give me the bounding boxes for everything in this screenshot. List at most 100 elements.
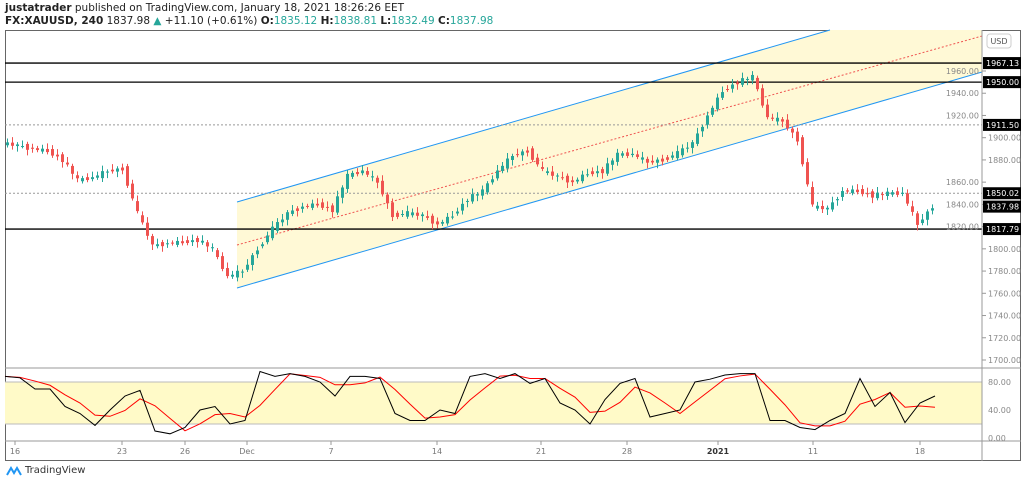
channel-upper-line[interactable] [236,29,831,203]
candle [551,171,554,176]
price-tick-label: 1700.00 [988,356,1021,365]
price-tick-label: 1800.00 [988,245,1021,254]
stoch-k-line [4,370,936,435]
candle [11,142,14,146]
channel-lower-line[interactable] [236,71,983,289]
time-tick-label: 7 [328,447,333,456]
time-tick-label: 14 [432,447,442,456]
close-value: 1837.98 [449,15,494,27]
candle [161,242,164,247]
candle [451,216,454,218]
candle [46,148,49,153]
tradingview-logo[interactable]: TradingView [6,465,85,476]
change: +11.10 (+0.61%) [164,15,258,27]
channel-mid-line[interactable] [236,35,983,246]
candle [421,214,424,217]
candle [241,271,244,273]
candle [271,226,274,239]
publisher[interactable]: justatrader [5,2,72,14]
candle [311,203,314,208]
candle [401,214,404,216]
candle [486,183,489,193]
candle [691,142,694,148]
candle [501,165,504,172]
candle [911,206,914,212]
time-tick-label: 21 [536,447,546,456]
candle [96,175,99,178]
candle [431,215,434,224]
candle [341,187,344,198]
candle [206,242,209,247]
candle [616,152,619,162]
c-label: C: [438,15,450,27]
candle [711,107,714,115]
price-tick-label: 1820.00 [946,223,979,232]
candle [291,210,294,214]
candle [826,207,829,210]
candle [371,176,374,178]
candle [871,191,874,198]
candle [151,236,154,245]
candle [686,147,689,149]
h-label: H: [320,15,334,27]
candle [861,189,864,195]
candle [286,212,289,220]
currency-badge[interactable] [986,33,1012,49]
candle [706,115,709,125]
candle [646,158,649,163]
candle [731,84,734,89]
candle [761,88,764,106]
last-price: 1837.98 [106,15,151,27]
candle [66,162,69,165]
time-tick-label: 18 [915,447,925,456]
candle [801,137,804,165]
candle [376,177,379,183]
time-tick-label: 28 [622,447,632,456]
candle [766,104,769,118]
symbol[interactable]: FX:XAUUSD, 240 [5,15,104,27]
candle [516,154,519,156]
candle [751,74,754,81]
candle [461,203,464,211]
candle [221,256,224,269]
price-tick-label: 1900.00 [988,134,1021,143]
candle [836,199,839,201]
candle [466,200,469,202]
channel-fill [237,30,982,288]
candle [541,167,544,169]
candle [666,157,669,160]
candle [546,171,549,174]
candle [531,148,534,160]
candle [521,151,524,156]
candle [181,241,184,244]
candle [596,171,599,174]
candle [81,178,84,182]
time-tick-label: 16 [10,447,20,456]
candle [641,157,644,160]
candle [16,144,19,147]
candle [61,154,64,163]
chart-header: justatrader published on TradingView.com… [5,2,493,28]
candle [586,174,589,176]
candle [116,168,119,172]
candle [101,171,104,179]
time-tick-label: 23 [117,447,127,456]
candle [446,216,449,224]
candle [436,221,439,225]
candle [581,174,584,182]
price-tick-label: 1960.00 [946,67,979,76]
price-tick-label: 1760.00 [988,289,1021,298]
candle [791,128,794,133]
candle [276,222,279,231]
candle [566,175,569,183]
candle [556,175,559,177]
candle [591,171,594,175]
candle [76,175,79,179]
candle [891,192,894,195]
candle [916,213,919,225]
candle [481,189,484,196]
candle [716,97,719,110]
candle [681,148,684,156]
price-tick-label: 1780.00 [988,267,1021,276]
